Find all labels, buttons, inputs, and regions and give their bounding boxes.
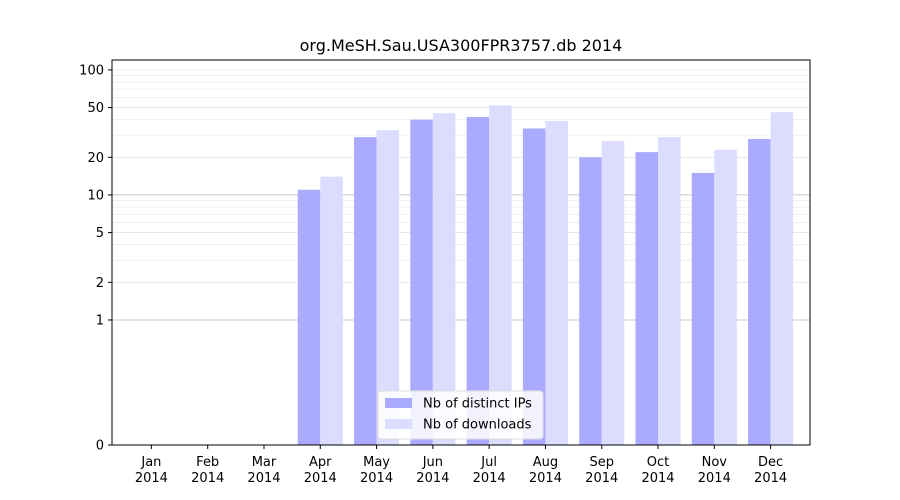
chart-title: org.MeSH.Sau.USA300FPR3757.db 2014 bbox=[300, 36, 623, 55]
y-axis: 0 1 2 5 10 20 50 100 bbox=[79, 63, 112, 454]
bar-distinct-ips bbox=[354, 137, 377, 445]
x-tick-label: Dec 2014 bbox=[754, 455, 787, 486]
y-tick-label: 100 bbox=[79, 63, 104, 78]
bar-distinct-ips bbox=[410, 119, 433, 446]
bar-downloads bbox=[320, 176, 343, 445]
legend-box bbox=[377, 390, 544, 440]
bar-downloads bbox=[376, 130, 400, 445]
legend: Nb of distinct IPs Nb of downloads bbox=[377, 390, 544, 440]
bar-downloads bbox=[658, 137, 681, 445]
x-tick-label: Jan 2014 bbox=[135, 455, 168, 486]
x-tick-label: Nov 2014 bbox=[698, 455, 731, 486]
legend-label: Nb of downloads bbox=[423, 418, 532, 433]
bars bbox=[297, 105, 794, 446]
x-tick-label: May 2014 bbox=[360, 455, 393, 486]
x-axis: Jan 2014 Feb 2014 Mar 2014 Apr 2014 May 2014 Jun 20… bbox=[135, 445, 787, 486]
x-tick-label: Mar 2014 bbox=[247, 455, 280, 486]
plot-frame bbox=[111, 59, 811, 446]
bar-downloads bbox=[770, 112, 794, 445]
y-tick-label: 50 bbox=[87, 101, 104, 116]
bar-downloads bbox=[601, 140, 625, 445]
legend-swatch bbox=[385, 398, 412, 408]
x-tick-label: Apr 2014 bbox=[304, 455, 337, 486]
y-tick-label: 10 bbox=[87, 188, 104, 203]
x-tick-label: Jul 2014 bbox=[473, 455, 506, 486]
bar-distinct-ips bbox=[635, 152, 659, 445]
y-tick-label: 0 bbox=[96, 439, 104, 454]
bar-distinct-ips bbox=[579, 157, 602, 445]
legend-swatch bbox=[385, 419, 412, 429]
x-tick-label: Jun 2014 bbox=[416, 455, 449, 486]
bar-distinct-ips bbox=[522, 128, 546, 445]
x-tick-label: Sep 2014 bbox=[585, 455, 618, 486]
y-tick-label: 20 bbox=[87, 151, 104, 166]
y-tick-label: 2 bbox=[96, 276, 104, 291]
bar-distinct-ips bbox=[748, 139, 771, 445]
bar-downloads bbox=[714, 149, 737, 446]
legend-label: Nb of distinct IPs bbox=[423, 397, 532, 412]
bar-downloads bbox=[489, 105, 512, 446]
y-tick-label: 1 bbox=[96, 313, 104, 328]
bar-distinct-ips bbox=[466, 117, 490, 445]
y-tick-label: 5 bbox=[96, 226, 104, 241]
bar-downloads bbox=[432, 113, 456, 445]
bar-distinct-ips bbox=[297, 189, 321, 445]
bar-downloads bbox=[545, 121, 568, 446]
x-tick-label: Aug 2014 bbox=[529, 455, 562, 486]
x-tick-label: Oct 2014 bbox=[641, 455, 674, 486]
bar-distinct-ips bbox=[691, 172, 715, 445]
x-tick-label: Feb 2014 bbox=[191, 455, 224, 486]
